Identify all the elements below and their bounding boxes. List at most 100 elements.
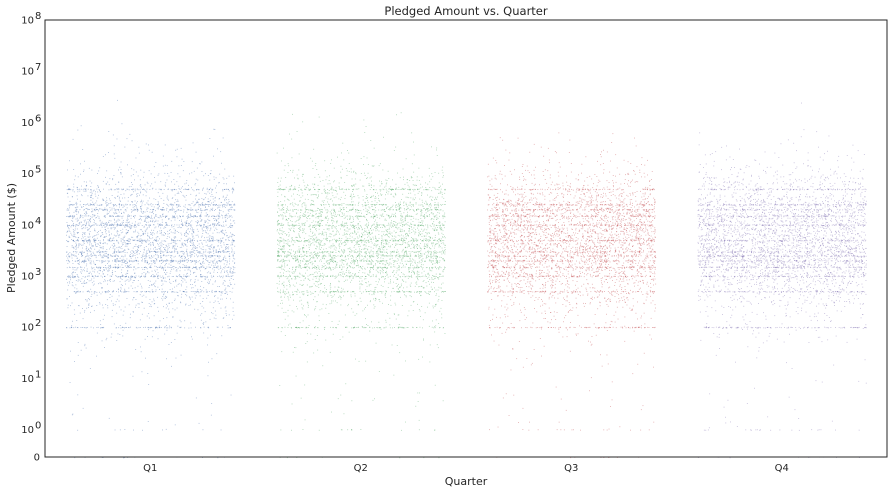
data-point	[102, 257, 104, 259]
data-point	[385, 194, 386, 196]
data-point	[177, 292, 179, 293]
data-point	[190, 238, 191, 240]
data-point	[184, 259, 185, 261]
data-point	[148, 303, 150, 304]
data-point	[133, 208, 135, 210]
data-point	[214, 281, 216, 283]
data-point	[205, 220, 207, 222]
data-point	[129, 204, 131, 206]
data-point	[221, 204, 223, 206]
data-point	[119, 260, 121, 262]
data-point	[198, 198, 200, 200]
data-point	[234, 209, 236, 211]
data-point	[73, 277, 74, 279]
data-point	[107, 274, 109, 276]
data-point	[129, 317, 131, 319]
data-point	[75, 252, 77, 254]
data-point	[134, 277, 136, 278]
data-point	[107, 270, 109, 272]
data-point	[318, 281, 320, 282]
data-point	[137, 210, 138, 212]
data-point	[110, 227, 112, 229]
data-point	[217, 457, 219, 459]
data-point	[84, 232, 86, 234]
data-point	[218, 204, 220, 206]
data-point	[170, 267, 172, 269]
data-point	[323, 277, 324, 278]
data-point	[114, 261, 116, 262]
data-point	[113, 207, 115, 209]
data-point	[221, 226, 223, 227]
data-point	[72, 204, 73, 206]
data-point	[156, 251, 158, 253]
data-point	[159, 215, 161, 217]
data-point	[149, 291, 151, 293]
data-point	[395, 209, 397, 211]
data-point	[108, 152, 109, 153]
data-point	[122, 335, 124, 337]
data-point	[69, 207, 70, 209]
data-point	[110, 220, 112, 222]
data-point	[161, 266, 163, 268]
data-point	[183, 291, 185, 292]
data-point	[415, 405, 417, 407]
data-point	[181, 285, 182, 287]
data-point	[189, 266, 190, 268]
data-point	[213, 215, 215, 217]
data-point	[186, 250, 187, 252]
data-point	[147, 203, 149, 205]
data-point	[124, 249, 125, 251]
data-point	[133, 225, 135, 227]
data-point	[128, 186, 130, 188]
data-point	[132, 254, 134, 256]
data-point	[78, 305, 80, 306]
data-point	[156, 248, 158, 250]
data-point	[283, 246, 285, 248]
data-point	[228, 266, 229, 268]
data-point	[393, 251, 394, 253]
data-point	[144, 184, 146, 186]
data-point	[176, 291, 178, 293]
data-point	[431, 289, 433, 290]
data-point	[405, 421, 406, 423]
data-point	[69, 275, 71, 277]
data-point	[231, 204, 232, 206]
data-point	[109, 275, 111, 277]
data-point	[381, 209, 383, 211]
data-point	[90, 197, 92, 198]
data-point	[190, 241, 192, 243]
data-point	[144, 219, 146, 221]
data-point	[218, 241, 220, 243]
data-point	[224, 200, 226, 202]
data-point	[327, 295, 329, 297]
data-point	[359, 244, 360, 245]
data-point	[171, 255, 173, 257]
data-point	[137, 303, 139, 305]
data-point	[201, 210, 203, 212]
data-point	[165, 233, 166, 235]
data-point	[214, 258, 216, 260]
data-point	[220, 201, 222, 203]
data-point	[181, 234, 183, 236]
data-point	[196, 250, 198, 252]
data-point	[165, 182, 167, 184]
data-point	[212, 236, 214, 238]
data-point	[422, 240, 424, 241]
data-point	[147, 327, 149, 329]
data-point	[108, 225, 110, 226]
data-point	[102, 209, 104, 211]
data-point	[89, 218, 91, 220]
data-point	[166, 225, 168, 226]
data-point	[142, 189, 144, 190]
data-point	[222, 230, 224, 232]
data-point	[386, 255, 387, 257]
data-point	[168, 327, 170, 329]
data-point	[317, 272, 318, 274]
data-point	[409, 188, 411, 190]
data-point	[397, 243, 399, 245]
data-point	[83, 327, 85, 328]
data-point	[82, 237, 84, 239]
data-point	[184, 265, 186, 266]
data-point	[194, 215, 195, 217]
data-point	[108, 261, 109, 263]
